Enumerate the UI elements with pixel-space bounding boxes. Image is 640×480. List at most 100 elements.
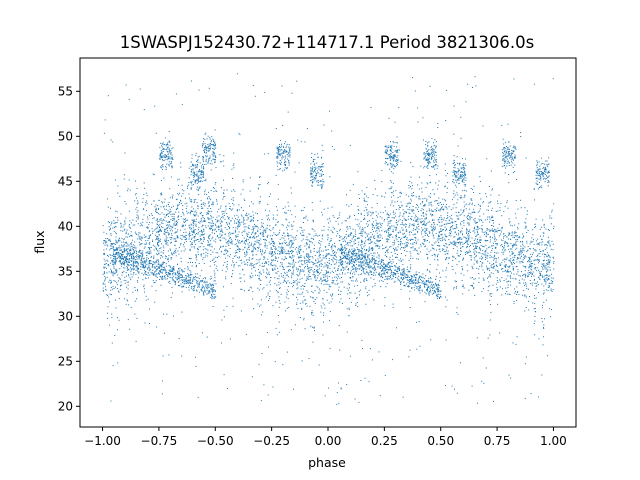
data-point	[107, 245, 109, 247]
data-point	[232, 305, 234, 307]
data-point	[497, 252, 499, 254]
data-point	[282, 267, 284, 269]
data-point	[206, 212, 208, 214]
data-point	[310, 325, 312, 327]
data-point	[536, 285, 538, 287]
data-point	[182, 236, 184, 238]
data-point	[143, 209, 145, 211]
data-point	[473, 282, 475, 284]
data-point	[437, 219, 439, 221]
data-point	[426, 248, 428, 250]
data-point	[509, 276, 511, 278]
data-point	[460, 213, 462, 215]
data-point	[529, 243, 531, 245]
data-point	[125, 249, 127, 251]
data-point	[338, 248, 340, 250]
data-point	[431, 229, 433, 231]
data-point	[208, 211, 210, 213]
data-point	[483, 279, 485, 281]
data-point	[384, 268, 386, 270]
data-point	[292, 259, 294, 261]
data-point	[466, 222, 468, 224]
data-point	[265, 244, 266, 246]
data-point	[194, 200, 196, 202]
data-point	[169, 208, 171, 210]
data-point	[124, 267, 126, 269]
data-point	[247, 239, 249, 241]
data-point	[334, 242, 335, 244]
data-point	[393, 210, 395, 212]
data-point	[421, 218, 423, 220]
data-point	[275, 272, 277, 274]
data-point	[279, 251, 281, 253]
data-point	[243, 274, 245, 276]
data-point	[531, 275, 532, 277]
data-point	[221, 228, 223, 230]
data-point	[535, 311, 537, 313]
data-point	[261, 224, 263, 226]
data-point	[159, 248, 161, 249]
data-point	[165, 241, 167, 243]
data-point	[304, 257, 306, 259]
data-point	[437, 184, 439, 186]
data-point	[403, 213, 405, 215]
data-point	[230, 242, 232, 244]
data-point	[393, 213, 395, 215]
data-point	[254, 247, 256, 249]
data-point	[341, 251, 343, 253]
data-point	[344, 273, 346, 275]
data-point	[485, 232, 487, 234]
data-point	[235, 252, 237, 253]
data-point	[457, 238, 459, 240]
data-point	[269, 284, 271, 286]
data-point	[210, 254, 212, 255]
data-point	[152, 241, 153, 242]
data-point	[525, 282, 526, 284]
data-point	[194, 239, 196, 241]
data-point	[411, 247, 413, 249]
data-point	[229, 233, 231, 235]
data-point	[439, 240, 441, 242]
data-point	[125, 236, 127, 238]
data-point	[438, 232, 440, 234]
data-point	[376, 216, 378, 218]
data-point	[303, 269, 305, 271]
data-point	[299, 269, 301, 271]
data-point	[292, 242, 294, 244]
data-point	[510, 277, 512, 279]
data-point	[446, 252, 448, 254]
data-point	[186, 238, 187, 240]
data-point	[169, 212, 171, 214]
data-point	[309, 261, 311, 263]
data-point	[315, 275, 317, 277]
data-point	[108, 255, 109, 257]
data-point	[126, 245, 127, 247]
data-point	[293, 255, 295, 257]
data-point	[339, 273, 341, 275]
data-point	[532, 273, 533, 275]
data-point	[402, 233, 404, 235]
data-point	[553, 268, 555, 270]
data-point	[514, 231, 516, 233]
data-point	[194, 247, 196, 249]
data-point	[518, 251, 520, 253]
data-point	[242, 269, 244, 271]
data-point	[517, 291, 519, 292]
data-point	[115, 269, 117, 271]
data-point	[193, 222, 194, 224]
data-point	[166, 242, 168, 243]
data-point	[489, 299, 491, 301]
data-point	[441, 206, 443, 208]
data-point	[307, 291, 309, 293]
data-point	[142, 201, 144, 203]
data-point	[156, 238, 158, 240]
data-point	[514, 237, 515, 238]
data-point	[389, 228, 391, 230]
data-point	[334, 251, 336, 253]
data-point	[191, 246, 193, 248]
data-point	[511, 248, 513, 250]
data-point	[390, 233, 392, 235]
data-point	[493, 265, 495, 267]
data-point	[449, 222, 451, 224]
data-point	[356, 246, 358, 248]
